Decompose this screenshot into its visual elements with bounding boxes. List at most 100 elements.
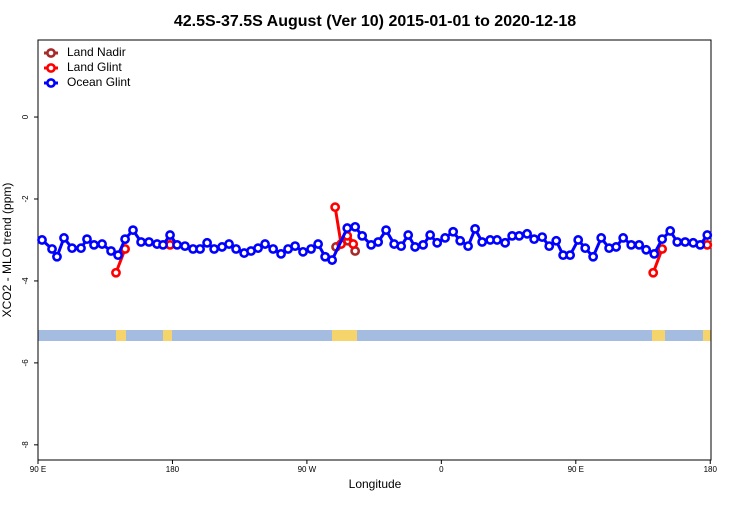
data-point — [298, 246, 308, 257]
land-patch — [116, 330, 126, 341]
data-point — [672, 237, 683, 247]
plot-frame — [37, 39, 712, 461]
data-point — [396, 241, 407, 252]
data-point — [695, 239, 706, 250]
data-point — [648, 267, 659, 278]
data-point — [418, 239, 429, 250]
data-point — [253, 243, 263, 254]
data-point — [537, 232, 548, 242]
series-line — [333, 206, 355, 248]
data-point — [551, 235, 562, 246]
data-point — [268, 244, 279, 254]
legend-label: Ocean Glint — [67, 75, 131, 89]
data-point — [573, 235, 584, 245]
y-tick-label: -6 — [21, 359, 30, 367]
data-point — [313, 239, 324, 249]
data-point — [260, 239, 270, 249]
data-point — [381, 225, 391, 236]
legend-label: Land Glint — [67, 60, 122, 74]
data-point — [113, 250, 123, 261]
data-point — [477, 237, 488, 247]
data-point — [410, 242, 420, 252]
data-point — [67, 243, 77, 254]
x-tick-label: 0 — [439, 465, 444, 474]
data-point — [348, 239, 359, 249]
data-point — [448, 226, 459, 237]
data-point — [626, 239, 637, 250]
data-point — [500, 237, 511, 248]
data-point — [209, 244, 220, 254]
data-point — [634, 239, 645, 250]
data-point — [432, 237, 443, 248]
data-point — [373, 237, 384, 247]
data-point — [357, 230, 368, 241]
data-point — [544, 241, 555, 252]
data-point — [47, 244, 57, 254]
y-tick-label: 0 — [21, 114, 30, 119]
data-point — [82, 234, 92, 245]
data-point — [89, 239, 99, 250]
data-point — [195, 244, 205, 254]
data-point — [180, 241, 190, 252]
data-point — [144, 237, 154, 247]
data-point — [106, 246, 116, 256]
data-point — [37, 235, 47, 245]
data-point — [342, 223, 353, 233]
data-point — [463, 241, 473, 252]
y-tick-label: -8 — [21, 441, 30, 449]
legend-swatch — [46, 63, 56, 73]
data-point — [588, 251, 599, 262]
data-point — [330, 202, 341, 213]
data-point — [202, 237, 213, 248]
y-tick-label: -2 — [21, 195, 30, 203]
data-point — [529, 234, 540, 245]
data-point — [136, 237, 146, 247]
data-point — [702, 230, 713, 240]
data-point — [120, 234, 130, 245]
data-point — [52, 251, 62, 262]
legend-swatch — [46, 78, 56, 88]
data-point — [596, 233, 607, 243]
data-point — [492, 235, 502, 245]
data-point — [425, 230, 436, 240]
data-point — [59, 233, 69, 243]
data-point — [290, 241, 300, 252]
x-tick-label: 90 E — [568, 465, 584, 474]
data-point — [306, 244, 316, 254]
data-point — [172, 239, 182, 250]
data-point — [618, 233, 629, 243]
data-point — [97, 239, 107, 249]
data-point — [76, 243, 86, 254]
data-point — [580, 243, 591, 254]
data-point — [522, 228, 533, 239]
legend-swatch — [46, 48, 56, 58]
land-patch — [332, 330, 357, 341]
data-point — [350, 221, 361, 232]
data-point — [611, 242, 622, 252]
data-point — [514, 230, 525, 241]
data-point — [565, 250, 576, 261]
data-point — [128, 225, 138, 236]
data-point — [665, 226, 676, 236]
x-axis-label: Longitude — [349, 477, 402, 491]
data-point — [224, 239, 234, 249]
data-point — [649, 248, 660, 259]
data-point — [158, 239, 168, 250]
land-patch — [163, 330, 172, 341]
data-point — [327, 255, 338, 265]
land-patch — [703, 330, 711, 341]
data-point — [470, 223, 481, 234]
y-axis-label: XCO2 - MLO trend (ppm) — [0, 183, 14, 318]
x-tick-label: 90 W — [298, 465, 317, 474]
data-point — [680, 237, 691, 247]
data-point — [165, 230, 175, 240]
chart-title: 42.5S-37.5S August (Ver 10) 2015-01-01 t… — [174, 13, 576, 30]
land-patch — [652, 330, 665, 341]
data-point — [657, 234, 668, 245]
x-tick-label: 90 E — [30, 465, 46, 474]
x-tick-label: 180 — [704, 465, 718, 474]
legend-label: Land Nadir — [67, 45, 126, 59]
data-point — [111, 267, 121, 278]
data-point — [403, 230, 414, 240]
